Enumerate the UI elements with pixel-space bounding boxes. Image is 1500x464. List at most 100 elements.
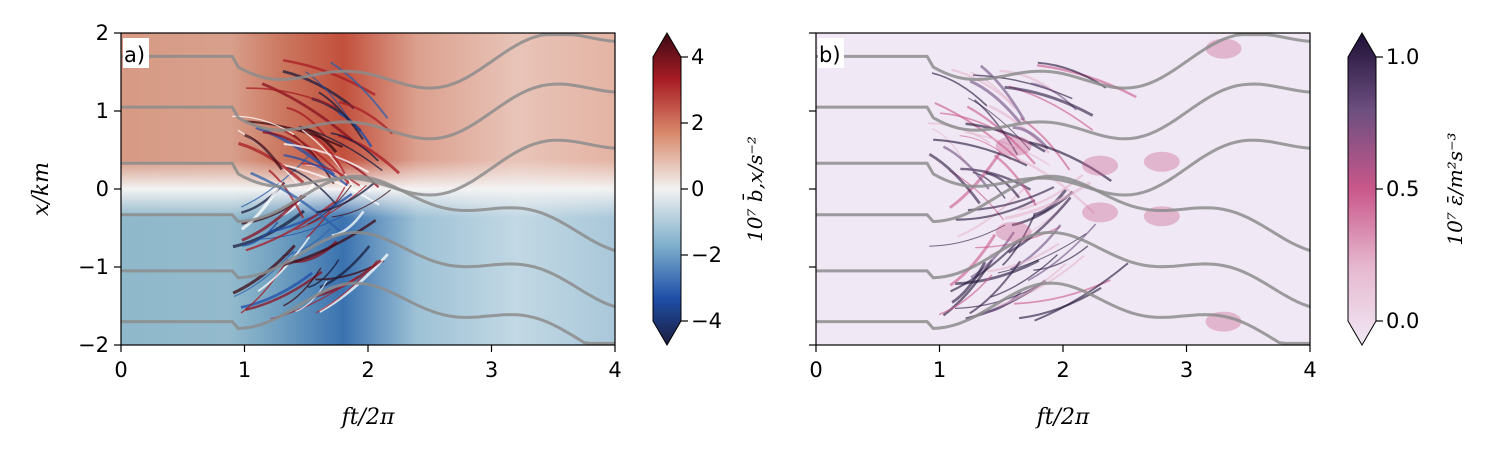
field-streak [931, 72, 988, 107]
field-streak [942, 259, 994, 317]
field-streak [1033, 245, 1089, 271]
field-streak [233, 250, 295, 298]
panel-a-ylabel: x/km [29, 162, 54, 216]
x-tick-label: 2 [1056, 358, 1069, 382]
y-tick-label: 0 [96, 177, 109, 201]
colorbar-b-ticks: 0.0 0.5 1.0 [1376, 45, 1419, 333]
field-streak [245, 201, 335, 252]
field-streak [283, 267, 322, 307]
field-streak [997, 262, 1067, 308]
contour-line [121, 230, 615, 309]
field-streak [979, 64, 1026, 121]
y-tick-label: −1 [78, 255, 109, 279]
panel-b-streaks [928, 38, 1242, 332]
colorbar-a-bar [652, 32, 682, 346]
field-streak [283, 143, 369, 174]
dissipation-patch [1082, 155, 1119, 176]
field-streak [973, 99, 1019, 156]
field-streak [1027, 223, 1097, 282]
field-streak [969, 79, 1022, 124]
field-streak [964, 131, 1051, 166]
field-streak [1028, 140, 1112, 182]
panel-a-contours [121, 33, 615, 345]
contour-line [121, 281, 615, 345]
colorbar-b-bar [1347, 32, 1377, 346]
contour-line [121, 33, 615, 90]
panel-a-label: a) [124, 43, 145, 67]
dissipation-patch [1205, 38, 1242, 59]
field-streak [949, 151, 1002, 209]
field-streak [307, 259, 340, 289]
x-tick-label: 2 [361, 358, 374, 382]
field-streak [257, 236, 311, 292]
colorbar-a-label: 10⁷ b̄,x/s⁻² [742, 136, 767, 242]
field-streak [261, 82, 354, 142]
field-streak [929, 224, 1006, 247]
dissipation-patch [995, 221, 1032, 242]
field-streak [986, 242, 1060, 273]
field-streak [1004, 85, 1094, 117]
colorbar-tick-label: 0 [691, 177, 704, 201]
field-streak [1033, 188, 1067, 217]
field-streak [993, 154, 1037, 206]
field-streak [954, 285, 1038, 309]
field-streak [315, 259, 378, 314]
contour-line [121, 82, 615, 141]
field-streak [965, 122, 1046, 153]
contour-line [816, 281, 1310, 345]
field-streak [933, 138, 1028, 167]
colorbar-tick-label: 4 [691, 45, 704, 69]
contour-line [121, 138, 615, 197]
field-streak [997, 233, 1087, 274]
field-streak [232, 209, 305, 249]
x-tick-label: 0 [114, 358, 127, 382]
field-streak [244, 133, 283, 171]
field-streak [1019, 158, 1096, 215]
field-streak [283, 154, 349, 187]
dissipation-patch [1143, 151, 1180, 172]
field-streak [238, 141, 305, 184]
field-streak [286, 106, 326, 137]
dissipation-patch [1205, 311, 1242, 332]
field-streak [951, 261, 987, 304]
field-streak [240, 271, 313, 309]
x-tick-label: 4 [608, 358, 621, 382]
contour-line [816, 230, 1310, 309]
field-streak [972, 74, 1073, 100]
field-streak [1004, 181, 1092, 220]
field-streak [280, 128, 350, 185]
colorbar-b: 0.0 0.5 1.0 10⁷ ε̄/m²s⁻³ [1347, 32, 1467, 346]
field-streak [282, 70, 355, 110]
field-streak [934, 102, 1021, 162]
field-streak [990, 254, 1059, 298]
field-streak [968, 97, 1031, 151]
colorbar-tick-label: 1.0 [1386, 45, 1419, 69]
x-tick-label: 3 [485, 358, 498, 382]
x-tick-label: 3 [1180, 358, 1193, 382]
colorbar-a: −4 −2 0 2 4 10⁷ b̄,x/s⁻² [652, 32, 767, 346]
colorbar-tick-label: −4 [691, 309, 722, 333]
field-streak [301, 162, 361, 187]
field-streak [938, 274, 993, 316]
colorbar-a-ticks: −4 −2 0 2 4 [681, 45, 722, 333]
colorbar-tick-label: 0.0 [1386, 309, 1419, 333]
x-tick-label: 4 [1303, 358, 1316, 382]
field-streak [318, 91, 364, 140]
field-streak [970, 231, 1015, 279]
field-streak [250, 171, 341, 232]
panel-a-xlabel: ft/2π [340, 405, 395, 430]
contour-line [121, 174, 615, 253]
contour-line [816, 174, 1310, 253]
field-streak [241, 221, 279, 247]
field-streak [928, 153, 981, 205]
x-tick-label: 0 [809, 358, 822, 382]
field-streak [957, 187, 1026, 238]
field-streak [955, 199, 1036, 221]
panel-a-plot: a) 0 1 2 3 4 −2 −1 0 1 2 ft/2π x/km [29, 21, 622, 430]
field-streak [332, 189, 391, 218]
field-streak [1020, 117, 1071, 171]
dissipation-patch [995, 136, 1032, 157]
field-streak [1019, 286, 1102, 320]
colorbar-tick-label: 0.5 [1386, 177, 1419, 201]
